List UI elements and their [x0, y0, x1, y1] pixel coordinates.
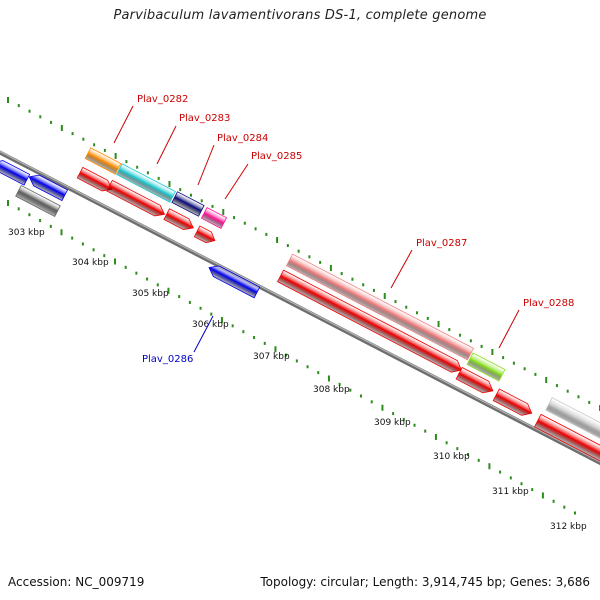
ruler-tick-label: 305 kbp	[132, 289, 169, 299]
feature-shape	[285, 253, 475, 361]
gene-block-plav-0288[interactable]	[466, 352, 506, 382]
gene-block-plav-0283[interactable]	[116, 163, 176, 203]
feature-shape	[193, 225, 216, 244]
gene-label-plav-0283[interactable]: Plav_0283	[179, 113, 230, 124]
feature-shape	[533, 413, 600, 463]
cds-forward-arrow[interactable]	[276, 269, 465, 376]
gene-label-plav-0288[interactable]: Plav_0288	[523, 298, 574, 309]
outer-tick-row	[7, 97, 600, 411]
feature-shape	[171, 191, 205, 217]
genome-backbone-highlight	[0, 150, 600, 463]
gene-label-plav-0282[interactable]: Plav_0282	[137, 94, 188, 105]
gene-block-plav-0284[interactable]	[171, 191, 205, 217]
cds-forward-arrow[interactable]	[193, 225, 217, 246]
cds-forward-arrow[interactable]	[163, 208, 196, 233]
feature-shape	[208, 265, 261, 299]
feature-shape	[455, 366, 494, 394]
feature-shape	[492, 388, 533, 416]
inner-tick-row	[7, 200, 576, 515]
cds-reverse-arrow[interactable]	[206, 262, 261, 299]
cds-forward-arrow[interactable]	[492, 388, 534, 419]
leader-line-plav-0288	[498, 309, 520, 349]
leader-line-plav-0282	[113, 105, 134, 144]
feature-shape	[84, 147, 122, 175]
cds-reverse-arrow[interactable]	[26, 171, 69, 202]
genome-backbone	[0, 150, 600, 466]
cds-forward-arrow[interactable]	[455, 366, 496, 396]
leader-line-plav-0286	[193, 315, 214, 353]
gene-block-plav-0285[interactable]	[200, 207, 228, 229]
leader-line-plav-0284	[197, 144, 215, 186]
leader-line-plav-0287	[390, 249, 413, 289]
feature-shape	[163, 208, 194, 230]
gene-label-plav-0286[interactable]: Plav_0286	[142, 354, 193, 365]
gene-block-gray[interactable]	[15, 184, 61, 218]
page-title: Parvibaculum lavamentivorans DS-1, compl…	[113, 8, 487, 23]
ruler-tick-label: 306 kbp	[192, 320, 229, 330]
gene-block-next[interactable]	[545, 397, 600, 443]
leader-line-plav-0285	[224, 163, 249, 200]
feature-shape	[28, 174, 69, 202]
ruler-tick-label: 311 kbp	[492, 487, 529, 497]
gene-label-plav-0287[interactable]: Plav_0287	[416, 238, 467, 249]
ruler-tick-label: 309 kbp	[374, 418, 411, 428]
feature-shape	[276, 269, 463, 373]
ruler-tick-label: 310 kbp	[433, 452, 470, 462]
gene-label-plav-0285[interactable]: Plav_0285	[251, 151, 302, 162]
feature-shape	[200, 207, 228, 229]
feature-shape	[0, 160, 31, 186]
feature-shape	[466, 352, 506, 382]
ruler-tick-label: 312 kbp	[550, 522, 587, 532]
feature-shape	[116, 163, 176, 203]
feature-shape	[106, 179, 166, 217]
cds-reverse-arrow[interactable]	[0, 157, 31, 186]
ruler-tick-label: 303 kbp	[8, 228, 45, 238]
gene-label-plav-0284[interactable]: Plav_0284	[217, 133, 268, 144]
ruler-tick-label: 304 kbp	[72, 258, 109, 268]
ruler-tick-label: 307 kbp	[253, 352, 290, 362]
feature-shape	[545, 397, 600, 443]
feature-shape	[15, 184, 61, 218]
cds-forward-arrow[interactable]	[533, 413, 600, 465]
gene-block-plav-0282[interactable]	[84, 147, 122, 175]
gene-block-plav-0287[interactable]	[285, 253, 475, 361]
accession-text: Accession: NC_009719	[8, 575, 145, 589]
cds-forward-arrow[interactable]	[106, 179, 168, 219]
ruler-tick-label: 308 kbp	[313, 385, 350, 395]
leader-line-plav-0283	[156, 125, 177, 165]
genome-summary-text: Topology: circular; Length: 3,914,745 bp…	[260, 575, 590, 589]
